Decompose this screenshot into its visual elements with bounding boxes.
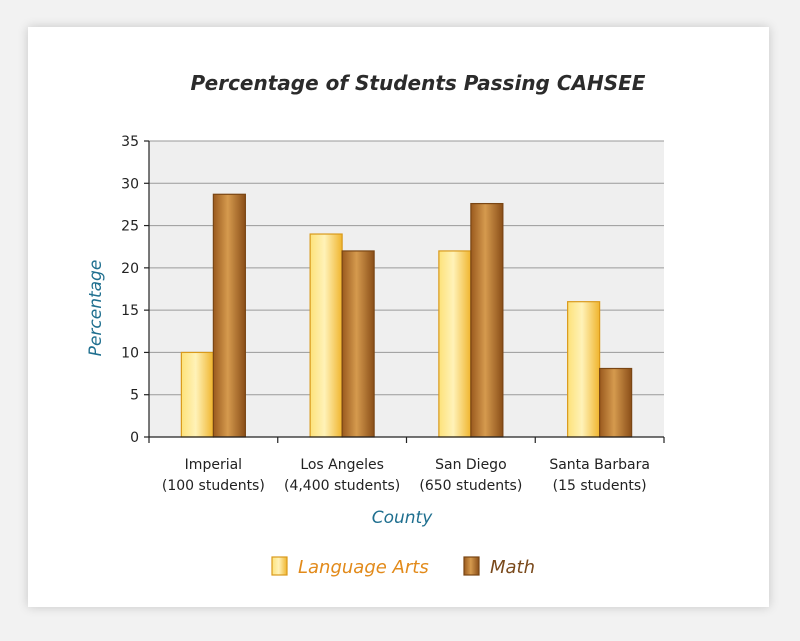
x-category-sublabel: (100 students)	[162, 478, 265, 494]
y-axis-title: Percentage	[86, 260, 106, 357]
y-tick-label: 10	[121, 345, 139, 361]
bars	[180, 193, 633, 438]
bar-language-arts-santa-barbara	[567, 301, 601, 438]
bar-math-santa-barbara	[599, 367, 633, 438]
x-category-sublabel: (15 students)	[553, 478, 647, 494]
bar-math-los-angeles	[341, 250, 375, 438]
y-tick-label: 5	[130, 388, 139, 404]
x-category-label: Santa Barbara	[549, 457, 650, 473]
bar-language-arts-san-diego	[438, 250, 472, 438]
y-tick-label: 0	[130, 430, 139, 446]
bar-math-imperial	[212, 193, 246, 438]
bar-language-arts-imperial	[180, 351, 214, 438]
legend-label-math: Math	[490, 557, 535, 578]
legend-swatch-language-arts	[271, 556, 288, 576]
legend-swatch-math	[463, 556, 480, 576]
y-tick-label: 25	[121, 219, 139, 235]
x-category-sublabel: (650 students)	[419, 478, 522, 494]
bar-language-arts-los-angeles	[309, 233, 343, 438]
x-category-sublabel: (4,400 students)	[284, 478, 400, 494]
x-axis-ticks	[148, 437, 665, 443]
legend: Language Arts Math	[271, 556, 535, 578]
bar-math-san-diego	[470, 202, 504, 438]
legend-label-language-arts: Language Arts	[298, 557, 429, 578]
y-tick-label: 35	[121, 134, 139, 150]
y-tick-label: 15	[121, 303, 139, 319]
x-axis-labels: Imperial (100 students) Los Angeles (4,400 …	[162, 457, 650, 494]
x-category-label: Imperial	[185, 457, 242, 473]
x-category-label: Los Angeles	[300, 457, 384, 473]
y-axis-ticks: 0 5 10 15 20 25 30 35	[121, 134, 149, 446]
x-axis-title: County	[372, 508, 433, 528]
x-category-label: San Diego	[435, 457, 507, 473]
y-tick-label: 20	[121, 261, 139, 277]
y-tick-label: 30	[121, 176, 139, 192]
chart-title: Percentage of Students Passing CAHSEE	[191, 71, 646, 95]
